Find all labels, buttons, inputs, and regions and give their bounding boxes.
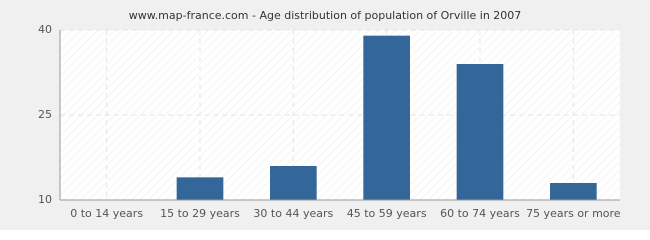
bar (363, 35, 410, 200)
bar (176, 177, 224, 200)
x-tick-label: 75 years or more (526, 207, 621, 220)
chart-title: www.map-france.com - Age distribution of… (129, 9, 522, 22)
bar (550, 183, 597, 200)
y-tick-label: 10 (38, 193, 52, 206)
bar (456, 64, 504, 200)
y-tick-label: 40 (38, 23, 52, 36)
bar (270, 166, 317, 200)
x-tick-label: 45 to 59 years (347, 207, 427, 220)
x-tick-label: 30 to 44 years (253, 207, 333, 220)
x-tick-label: 0 to 14 years (70, 207, 143, 220)
x-tick-label: 15 to 29 years (160, 207, 240, 220)
x-tick-label: 60 to 74 years (440, 207, 520, 220)
y-tick-label: 25 (38, 108, 52, 121)
chart: www.map-france.com - Age distribution of… (0, 0, 650, 230)
